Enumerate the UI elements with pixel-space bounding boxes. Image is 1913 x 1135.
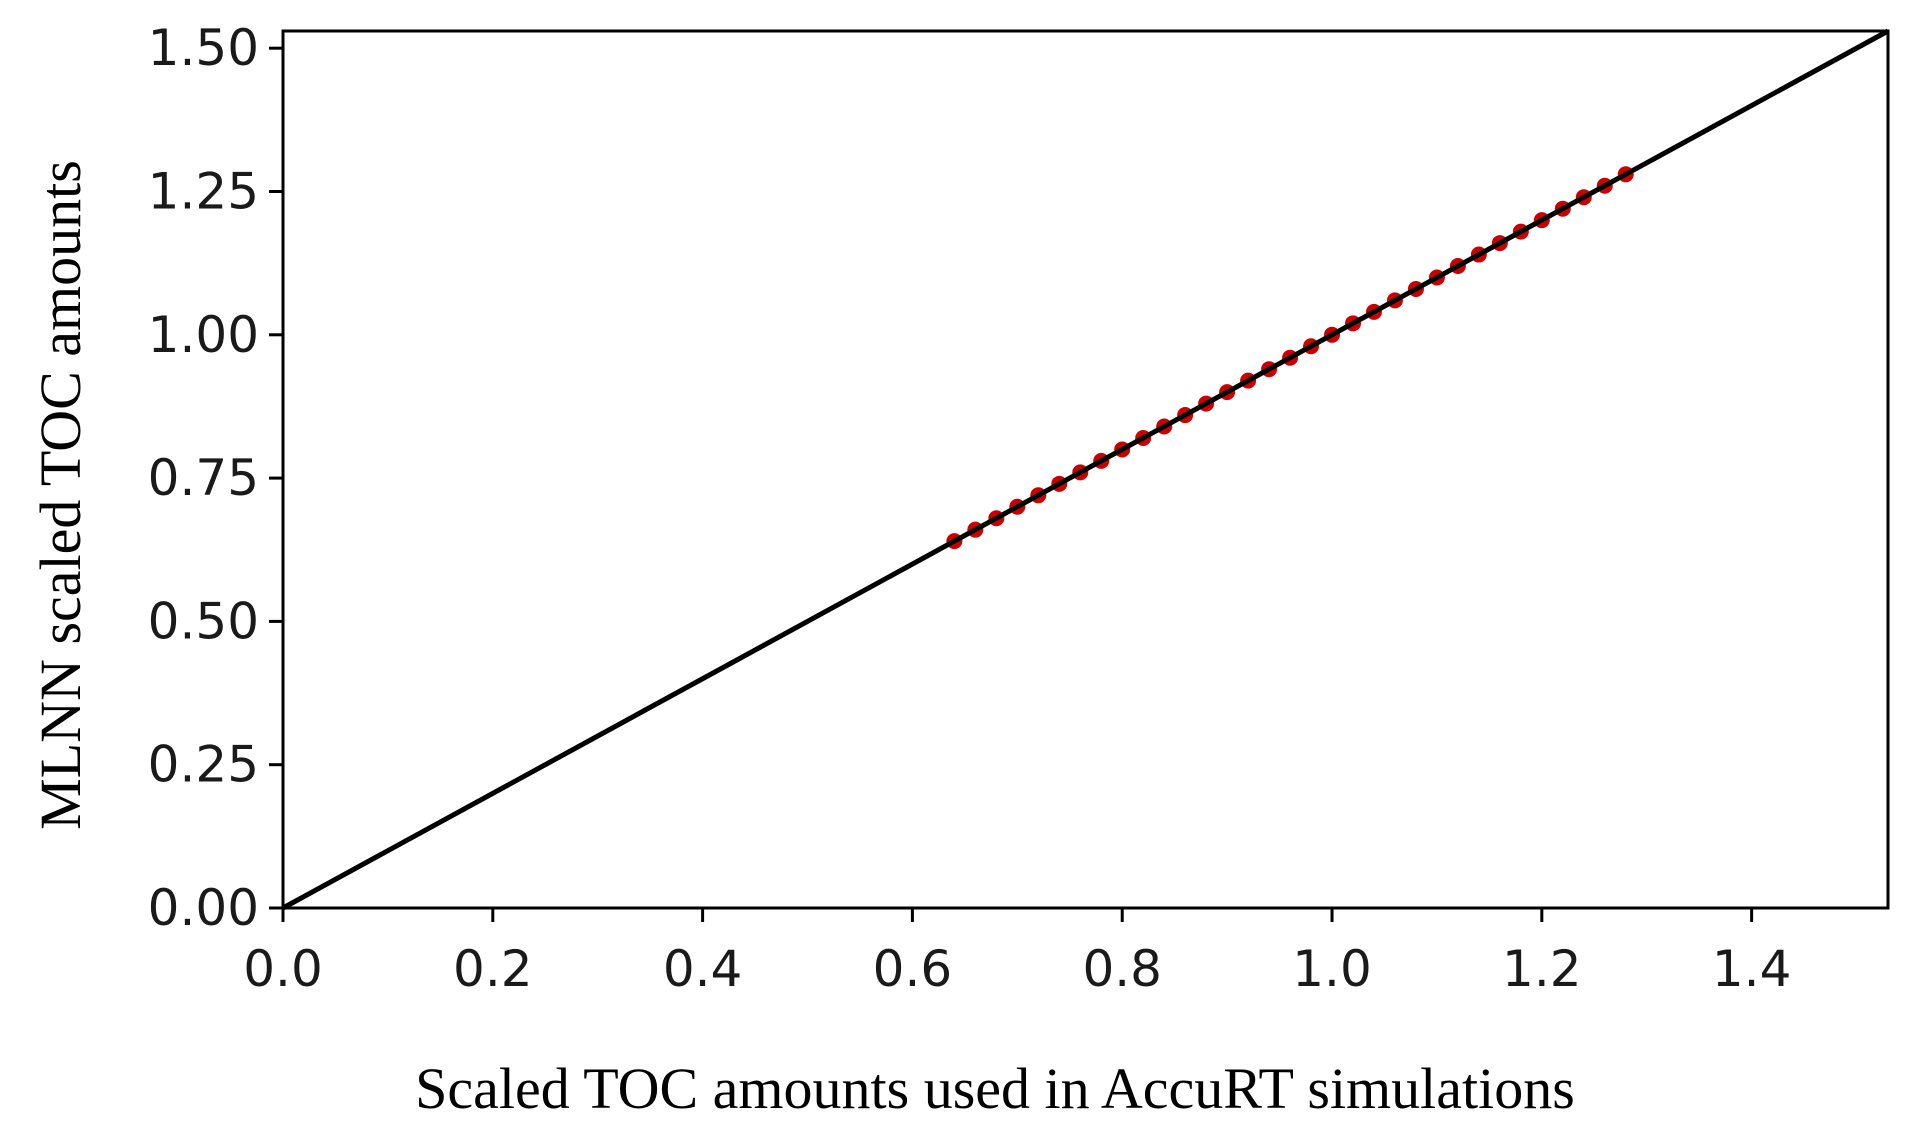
y-tick-label: 1.50 [148, 19, 259, 77]
x-axis-title: Scaled TOC amounts used in AccuRT simula… [415, 1056, 1575, 1121]
x-tick-label: 0.6 [873, 940, 953, 998]
y-axis: 0.00 0.25 0.50 0.75 1.00 1.25 1.50 [148, 19, 283, 937]
x-tick-label: 0.4 [663, 940, 743, 998]
x-axis: 0.0 0.2 0.4 0.6 0.8 1.0 1.2 1.4 [243, 908, 1791, 998]
plot-area [281, 28, 1890, 911]
x-tick-label: 0.8 [1082, 940, 1162, 998]
y-tick-label: 0.00 [148, 879, 259, 937]
x-tick-label: 1.4 [1712, 940, 1792, 998]
y-tick-label: 0.75 [148, 449, 259, 507]
y-tick-label: 0.25 [148, 736, 259, 794]
plot-frame [281, 29, 1890, 910]
x-tick-label: 1.0 [1292, 940, 1372, 998]
y-tick-label: 0.50 [148, 592, 259, 650]
x-tick-label: 0.2 [453, 940, 533, 998]
y-axis-title: MLNN scaled TOC amounts [28, 160, 93, 830]
x-tick-label: 1.2 [1502, 940, 1582, 998]
identity-line [281, 28, 1890, 911]
x-tick-label: 0.0 [243, 940, 323, 998]
y-tick-label: 1.25 [148, 162, 259, 220]
y-tick-label: 1.00 [148, 306, 259, 364]
